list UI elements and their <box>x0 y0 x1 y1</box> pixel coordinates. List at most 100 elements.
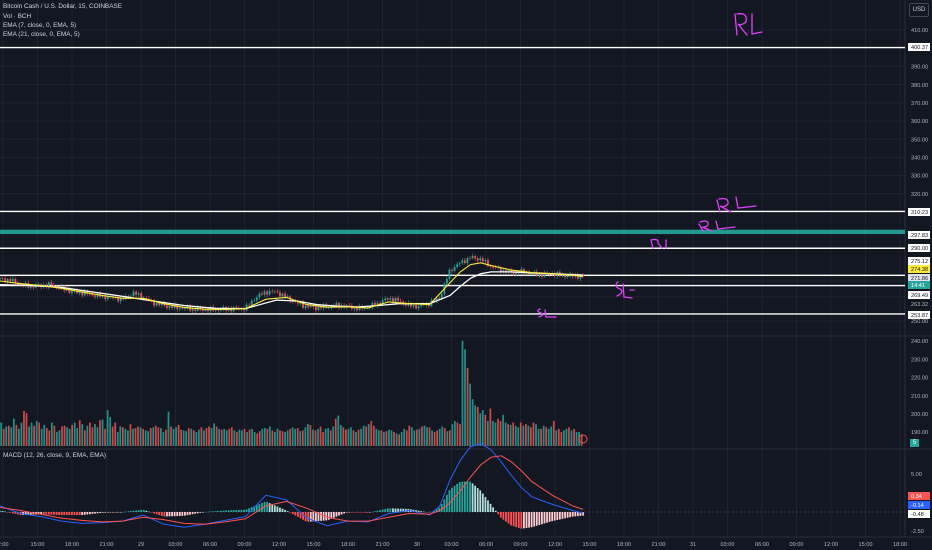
candle-body <box>471 256 474 259</box>
macd-histogram-bar <box>417 510 420 512</box>
volume-legend[interactable]: Vol · BCH <box>3 13 32 20</box>
symbol-title[interactable]: Bitcoin Cash / U.S. Dollar, 15, COINBASE <box>3 3 122 10</box>
volume-bar <box>471 399 474 446</box>
price-tick-label: 340.00 <box>911 156 928 162</box>
volume-bar <box>243 428 246 446</box>
annotation-rl-low <box>698 220 736 232</box>
volume-bar <box>291 427 294 446</box>
macd-histogram-bar <box>363 512 366 513</box>
candle-body <box>214 309 217 311</box>
volume-bar <box>484 414 487 446</box>
candle-body <box>348 305 351 306</box>
volume-bar <box>299 431 302 446</box>
price-tick-label: 320.00 <box>911 192 928 198</box>
candle-body <box>204 309 207 311</box>
macd-histogram-bar <box>212 511 215 512</box>
candle-body <box>307 305 310 308</box>
candle-body <box>445 279 448 284</box>
candle-body <box>512 272 515 274</box>
candle-body <box>130 295 132 297</box>
candle-body <box>576 275 579 279</box>
time-tick-label: 06:00 <box>479 542 493 548</box>
macd-histogram-bar <box>119 512 122 513</box>
macd-histogram-bar <box>576 512 579 517</box>
volume-bar <box>48 430 51 446</box>
volume-bar <box>446 431 449 446</box>
volume-bar <box>555 430 558 446</box>
candle-body <box>14 278 17 284</box>
price-label: 269.49 <box>911 293 928 299</box>
volume-bar <box>537 428 540 446</box>
volume-bar <box>104 428 106 446</box>
volume-bar <box>154 425 157 446</box>
candle-body <box>173 304 176 308</box>
candle-body <box>29 286 32 288</box>
volume-bar <box>66 427 68 446</box>
volume-bar <box>53 425 56 446</box>
volume-bar <box>114 422 117 446</box>
volume-bar <box>134 428 137 446</box>
volume-bar <box>81 424 84 446</box>
macd-histogram-bar <box>505 512 507 522</box>
candle-body <box>153 300 155 306</box>
macd-histogram-bar <box>520 512 523 529</box>
volume-bar <box>545 427 548 446</box>
volume-bar <box>342 427 345 446</box>
candle-body <box>279 292 281 297</box>
volume-bar <box>109 417 112 446</box>
ema-slow-legend[interactable]: EMA (21, close, 0, EMA, 5) <box>3 31 80 38</box>
price-tick-label: 360.00 <box>911 119 928 125</box>
candle-body <box>492 266 495 268</box>
macd-histogram-bar <box>294 512 297 516</box>
volume-bar <box>165 429 167 446</box>
price-label: 275.12 <box>911 259 928 265</box>
volume-bar <box>2 428 5 446</box>
volume-bar <box>238 429 241 446</box>
macd-histogram-bar <box>338 512 340 516</box>
volume-bar <box>502 414 504 446</box>
macd-histogram-bar <box>374 511 376 512</box>
candle-body <box>494 267 497 269</box>
macd-legend[interactable]: MACD (12, 26, close, 9, EMA, EMA) <box>3 452 106 459</box>
macd-histogram-bar <box>127 511 130 512</box>
candle-body <box>302 302 304 308</box>
volume-marker-icon <box>578 434 588 444</box>
macd-histogram-bar <box>548 512 551 522</box>
volume-bar <box>504 422 507 446</box>
candle-body <box>420 304 423 307</box>
candle-body <box>438 298 441 299</box>
price-label-box <box>908 244 930 252</box>
macd-histogram-bar <box>476 488 479 512</box>
candle-body <box>415 304 417 309</box>
macd-histogram-bar <box>60 512 63 516</box>
candle-body <box>91 293 94 296</box>
candle-body <box>309 306 312 308</box>
macd-histogram-bar <box>160 512 163 516</box>
volume-bar <box>279 430 281 446</box>
volume-bar <box>512 422 515 446</box>
ema-fast-legend[interactable]: EMA (7, close, 0, EMA, 5) <box>3 22 77 29</box>
volume-bar <box>499 421 502 446</box>
volume-bar <box>436 430 439 446</box>
macd-histogram-bar <box>112 512 114 513</box>
candle-body <box>76 290 78 294</box>
candle-body <box>381 300 384 304</box>
candle-body <box>561 274 564 276</box>
volume-bar <box>466 368 469 446</box>
volume-bar <box>116 431 119 446</box>
macd-histogram-bar <box>209 511 212 513</box>
volume-bar <box>327 428 330 446</box>
candle-body <box>104 295 107 300</box>
currency-button[interactable]: USD <box>909 3 929 17</box>
volume-bar <box>522 425 525 446</box>
macd-histogram-bar <box>109 512 112 513</box>
candle-body <box>451 269 453 271</box>
volume-bar <box>438 428 441 446</box>
macd-histogram-bar <box>392 508 394 512</box>
volume-bar <box>575 431 578 446</box>
macd-histogram-bar <box>479 490 482 512</box>
macd-histogram-bar <box>53 512 55 515</box>
candle-body <box>371 302 374 308</box>
candle-body <box>286 296 289 298</box>
